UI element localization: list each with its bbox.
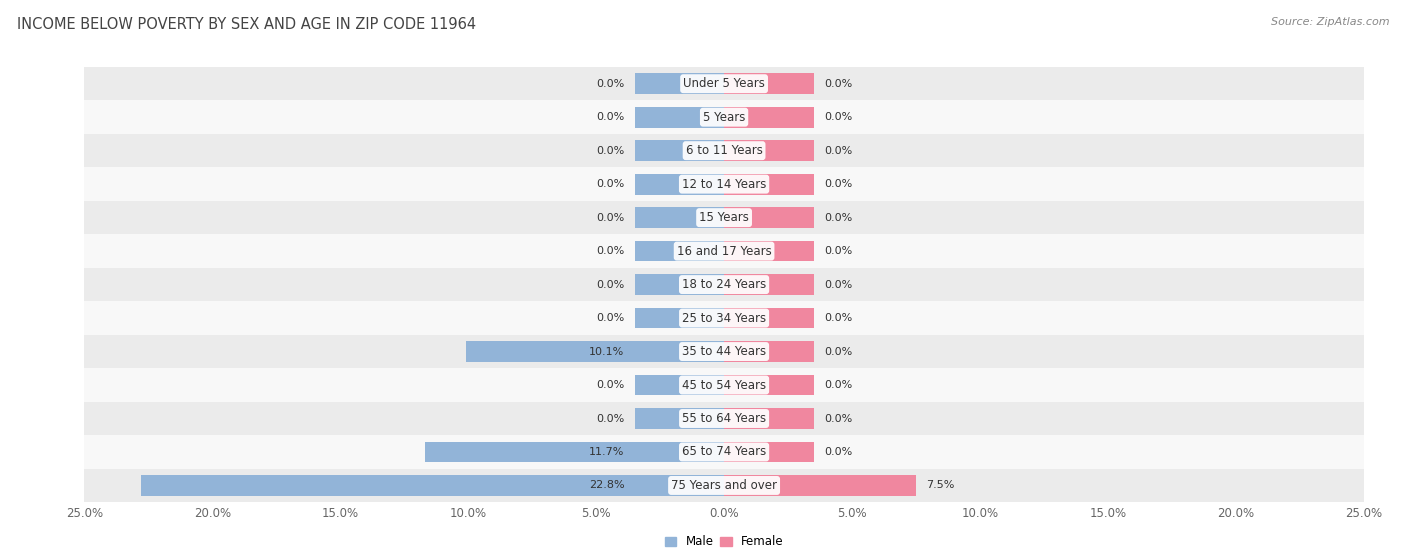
Text: 0.0%: 0.0% bbox=[824, 79, 852, 89]
Legend: Male, Female: Male, Female bbox=[659, 531, 789, 553]
Bar bbox=[724, 441, 814, 463]
Text: Source: ZipAtlas.com: Source: ZipAtlas.com bbox=[1271, 17, 1389, 27]
Text: 0.0%: 0.0% bbox=[824, 112, 852, 122]
Bar bbox=[84, 201, 1364, 234]
Bar bbox=[724, 73, 814, 94]
Text: INCOME BELOW POVERTY BY SEX AND AGE IN ZIP CODE 11964: INCOME BELOW POVERTY BY SEX AND AGE IN Z… bbox=[17, 17, 477, 32]
Bar bbox=[634, 274, 724, 295]
Text: 0.0%: 0.0% bbox=[824, 280, 852, 290]
Bar bbox=[465, 341, 724, 362]
Bar bbox=[634, 207, 724, 228]
Text: 0.0%: 0.0% bbox=[824, 146, 852, 156]
Text: 12 to 14 Years: 12 to 14 Years bbox=[682, 177, 766, 191]
Bar bbox=[724, 140, 814, 161]
Text: 0.0%: 0.0% bbox=[824, 347, 852, 357]
Text: 15 Years: 15 Years bbox=[699, 211, 749, 224]
Text: 65 to 74 Years: 65 to 74 Years bbox=[682, 445, 766, 459]
Text: 16 and 17 Years: 16 and 17 Years bbox=[676, 244, 772, 258]
Text: 25 to 34 Years: 25 to 34 Years bbox=[682, 311, 766, 325]
Bar bbox=[724, 107, 814, 128]
Text: 22.8%: 22.8% bbox=[589, 480, 624, 490]
Text: 75 Years and over: 75 Years and over bbox=[671, 479, 778, 492]
Text: 0.0%: 0.0% bbox=[596, 213, 624, 223]
Bar bbox=[84, 268, 1364, 301]
Text: 0.0%: 0.0% bbox=[596, 413, 624, 424]
Bar bbox=[724, 374, 814, 396]
Text: 11.7%: 11.7% bbox=[589, 447, 624, 457]
Text: 18 to 24 Years: 18 to 24 Years bbox=[682, 278, 766, 291]
Text: 7.5%: 7.5% bbox=[927, 480, 955, 490]
Text: 0.0%: 0.0% bbox=[596, 246, 624, 256]
Bar bbox=[84, 435, 1364, 469]
Bar bbox=[84, 100, 1364, 134]
Text: 55 to 64 Years: 55 to 64 Years bbox=[682, 412, 766, 425]
Text: 0.0%: 0.0% bbox=[824, 380, 852, 390]
Bar bbox=[84, 67, 1364, 100]
Text: 0.0%: 0.0% bbox=[596, 79, 624, 89]
Bar bbox=[634, 374, 724, 396]
Bar bbox=[724, 307, 814, 329]
Bar bbox=[634, 408, 724, 429]
Text: 35 to 44 Years: 35 to 44 Years bbox=[682, 345, 766, 358]
Bar bbox=[724, 475, 917, 496]
Bar bbox=[84, 167, 1364, 201]
Bar bbox=[724, 207, 814, 228]
Bar bbox=[724, 408, 814, 429]
Bar bbox=[634, 174, 724, 195]
Text: 0.0%: 0.0% bbox=[824, 313, 852, 323]
Text: 0.0%: 0.0% bbox=[824, 413, 852, 424]
Bar bbox=[425, 441, 724, 463]
Text: 0.0%: 0.0% bbox=[596, 280, 624, 290]
Text: 5 Years: 5 Years bbox=[703, 110, 745, 124]
Bar bbox=[84, 301, 1364, 335]
Text: 0.0%: 0.0% bbox=[596, 112, 624, 122]
Text: 0.0%: 0.0% bbox=[824, 447, 852, 457]
Bar bbox=[84, 402, 1364, 435]
Text: 0.0%: 0.0% bbox=[596, 179, 624, 189]
Bar bbox=[84, 335, 1364, 368]
Bar bbox=[724, 274, 814, 295]
Bar bbox=[84, 368, 1364, 402]
Bar bbox=[141, 475, 724, 496]
Bar bbox=[634, 240, 724, 262]
Text: 0.0%: 0.0% bbox=[824, 213, 852, 223]
Text: 0.0%: 0.0% bbox=[596, 146, 624, 156]
Bar bbox=[634, 307, 724, 329]
Bar bbox=[724, 240, 814, 262]
Bar bbox=[84, 134, 1364, 167]
Text: 10.1%: 10.1% bbox=[589, 347, 624, 357]
Bar bbox=[84, 234, 1364, 268]
Bar bbox=[634, 107, 724, 128]
Bar bbox=[724, 341, 814, 362]
Text: Under 5 Years: Under 5 Years bbox=[683, 77, 765, 90]
Text: 45 to 54 Years: 45 to 54 Years bbox=[682, 378, 766, 392]
Bar bbox=[634, 140, 724, 161]
Bar bbox=[724, 174, 814, 195]
Text: 0.0%: 0.0% bbox=[596, 380, 624, 390]
Bar bbox=[634, 73, 724, 94]
Text: 0.0%: 0.0% bbox=[596, 313, 624, 323]
Text: 0.0%: 0.0% bbox=[824, 246, 852, 256]
Text: 0.0%: 0.0% bbox=[824, 179, 852, 189]
Bar bbox=[84, 469, 1364, 502]
Text: 6 to 11 Years: 6 to 11 Years bbox=[686, 144, 762, 157]
